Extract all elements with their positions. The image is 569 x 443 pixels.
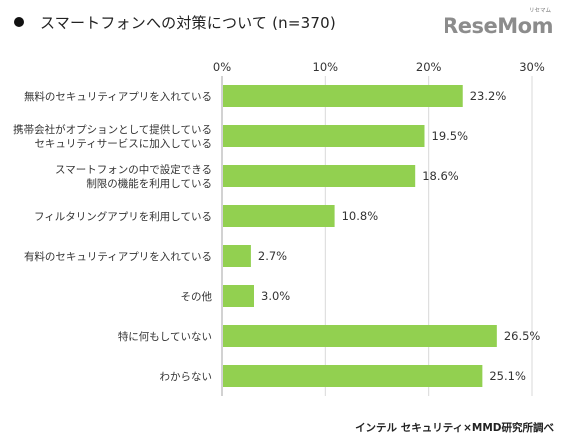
title-row: スマートフォンへの対策について (n=370): [8, 9, 336, 35]
value-label: 19.5%: [432, 129, 469, 143]
bar: [223, 365, 483, 387]
category-label: 無料のセキュリティアプリを入れている: [24, 90, 212, 103]
value-label: 2.7%: [258, 249, 287, 263]
value-label: 18.6%: [422, 169, 459, 183]
category-label: セキュリティサービスに加入している: [34, 138, 212, 150]
value-label: 10.8%: [342, 209, 379, 223]
grid-lines: [221, 76, 533, 396]
bar: [223, 165, 416, 187]
bars: [223, 85, 497, 387]
value-label: 25.1%: [489, 369, 526, 383]
tick-label: 30%: [519, 60, 545, 74]
category-label: その他: [181, 290, 213, 303]
category-label: 携帯会社がオプションとして提供している: [13, 123, 212, 136]
x-axis-ticks: 0% 10% 20% 30%: [213, 60, 545, 74]
bar: [223, 205, 335, 227]
category-label: フィルタリングアプリを利用している: [34, 210, 212, 223]
source-note: インテル セキュリティ×MMD研究所調べ: [355, 422, 554, 434]
logo-text: ReseMom: [445, 14, 553, 38]
value-labels: 23.2% 19.5% 18.6% 10.8% 2.7% 3.0% 26.5% 25.1%: [258, 89, 541, 383]
value-label: 23.2%: [470, 89, 507, 103]
category-label: 有料のセキュリティアプリを入れている: [24, 250, 212, 263]
tick-label: 10%: [313, 60, 339, 74]
bullet-icon: [14, 17, 24, 27]
chart-title: スマートフォンへの対策について (n=370): [40, 13, 336, 32]
logo-ruby: リセマム: [529, 7, 552, 14]
resemom-logo: リセマム ReseMom: [445, 7, 554, 38]
bar: [223, 85, 463, 107]
bar: [223, 245, 251, 267]
bar: [223, 285, 254, 307]
tick-label: 20%: [416, 60, 442, 74]
category-labels: 無料のセキュリティアプリを入れている携帯会社がオプションとして提供しているセキュ…: [13, 90, 212, 383]
category-label: わからない: [160, 371, 213, 383]
category-label: スマートフォンの中で設定できる: [55, 163, 212, 176]
value-label: 3.0%: [261, 289, 290, 303]
category-label: 制限の機能を利用している: [86, 177, 212, 190]
tick-label: 0%: [213, 60, 231, 74]
bar: [223, 325, 497, 347]
value-label: 26.5%: [504, 329, 541, 343]
bar: [223, 125, 425, 147]
category-label: 特に何もしていない: [118, 330, 212, 343]
